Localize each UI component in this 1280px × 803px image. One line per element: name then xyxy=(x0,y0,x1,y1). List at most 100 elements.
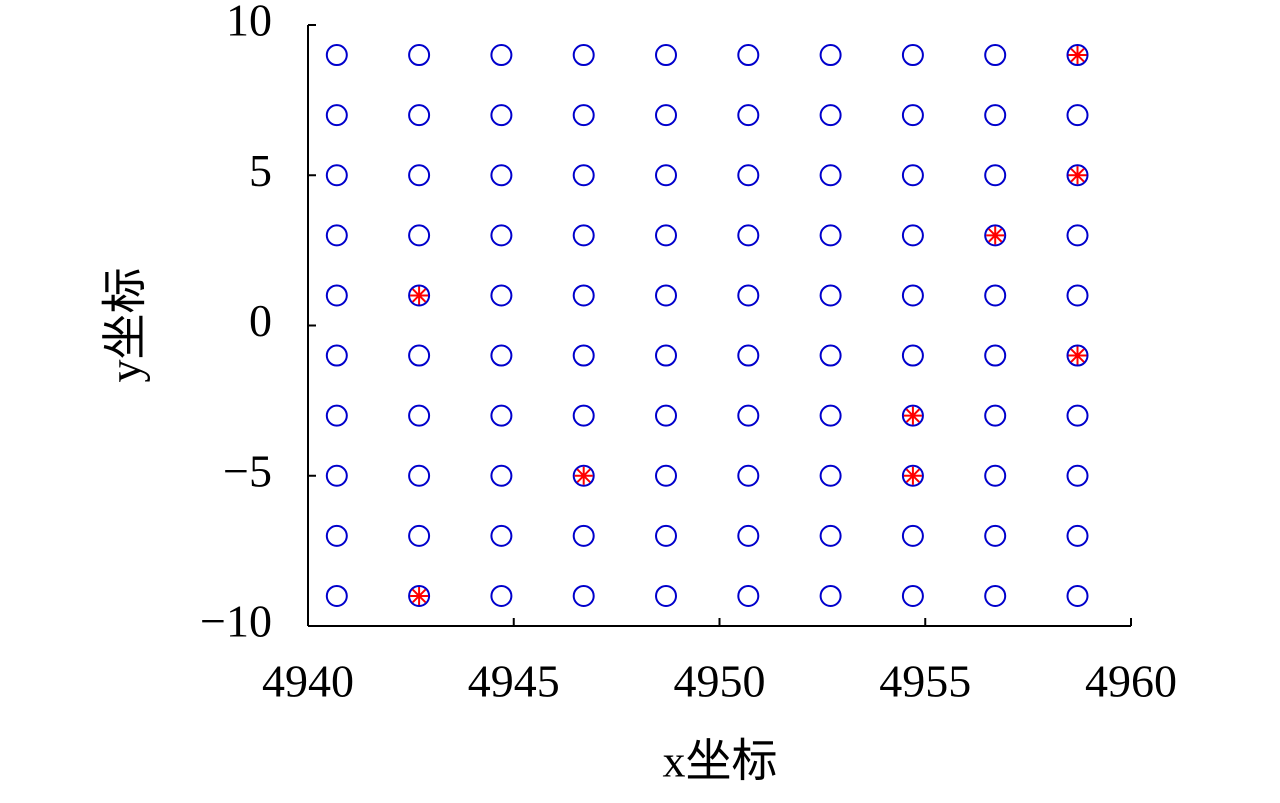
x-tick-label: 4955 xyxy=(879,656,971,707)
x-tick-label: 4960 xyxy=(1085,656,1177,707)
y-tick-label: −5 xyxy=(223,445,272,496)
point xyxy=(901,104,924,127)
point xyxy=(737,104,760,127)
point xyxy=(901,404,924,427)
point xyxy=(490,404,513,427)
point xyxy=(901,44,924,67)
point xyxy=(655,284,678,307)
point xyxy=(490,164,513,187)
point xyxy=(655,224,678,247)
point xyxy=(574,466,593,485)
point xyxy=(490,464,513,487)
point xyxy=(986,226,1005,245)
point xyxy=(984,464,1007,487)
point xyxy=(572,224,595,247)
point xyxy=(325,284,348,307)
point xyxy=(408,404,431,427)
point xyxy=(1066,464,1089,487)
point xyxy=(737,584,760,607)
point xyxy=(984,524,1007,547)
point xyxy=(572,404,595,427)
point xyxy=(490,224,513,247)
point xyxy=(984,164,1007,187)
point xyxy=(819,344,842,367)
point xyxy=(819,44,842,67)
point xyxy=(408,284,431,307)
point xyxy=(1066,224,1089,247)
point xyxy=(903,406,922,425)
point xyxy=(490,104,513,127)
point xyxy=(655,104,678,127)
point xyxy=(325,104,348,127)
point xyxy=(408,44,431,67)
point xyxy=(819,224,842,247)
point xyxy=(1066,404,1089,427)
point xyxy=(737,404,760,427)
point xyxy=(984,284,1007,307)
y-tick-label: −10 xyxy=(200,596,272,647)
point xyxy=(901,584,924,607)
point xyxy=(737,344,760,367)
point xyxy=(325,584,348,607)
point xyxy=(490,284,513,307)
point xyxy=(984,44,1007,67)
point xyxy=(408,584,431,607)
point xyxy=(408,164,431,187)
point xyxy=(655,404,678,427)
point xyxy=(408,524,431,547)
point xyxy=(1066,164,1089,187)
point xyxy=(984,224,1007,247)
y-tick-label: 10 xyxy=(226,0,272,46)
point xyxy=(490,44,513,67)
point xyxy=(901,164,924,187)
point xyxy=(901,284,924,307)
point xyxy=(1068,346,1087,365)
point xyxy=(572,464,595,487)
point xyxy=(410,586,429,605)
point xyxy=(572,284,595,307)
point xyxy=(984,344,1007,367)
x-tick-label: 4945 xyxy=(468,656,560,707)
y-tick-label: 5 xyxy=(249,145,272,196)
point xyxy=(490,584,513,607)
point xyxy=(819,284,842,307)
point xyxy=(819,404,842,427)
point xyxy=(572,164,595,187)
point xyxy=(1066,584,1089,607)
point xyxy=(408,104,431,127)
point xyxy=(572,44,595,67)
point xyxy=(572,584,595,607)
point xyxy=(819,524,842,547)
point xyxy=(1066,284,1089,307)
point xyxy=(490,524,513,547)
point xyxy=(572,344,595,367)
point xyxy=(819,104,842,127)
point xyxy=(655,344,678,367)
point xyxy=(1066,104,1089,127)
point xyxy=(1068,46,1087,65)
point xyxy=(737,224,760,247)
point xyxy=(901,464,924,487)
point xyxy=(325,524,348,547)
point xyxy=(819,164,842,187)
point xyxy=(325,164,348,187)
y-axis-label: y坐标 xyxy=(100,268,151,383)
point xyxy=(325,344,348,367)
point xyxy=(984,104,1007,127)
point xyxy=(737,164,760,187)
point xyxy=(655,464,678,487)
point xyxy=(655,584,678,607)
point xyxy=(737,464,760,487)
point xyxy=(490,344,513,367)
point xyxy=(410,286,429,305)
point xyxy=(1066,44,1089,67)
point xyxy=(901,524,924,547)
x-tick-label: 4940 xyxy=(262,656,354,707)
point xyxy=(572,524,595,547)
point xyxy=(572,104,595,127)
point xyxy=(655,44,678,67)
point xyxy=(819,464,842,487)
y-tick-label: 0 xyxy=(249,295,272,346)
point xyxy=(408,224,431,247)
